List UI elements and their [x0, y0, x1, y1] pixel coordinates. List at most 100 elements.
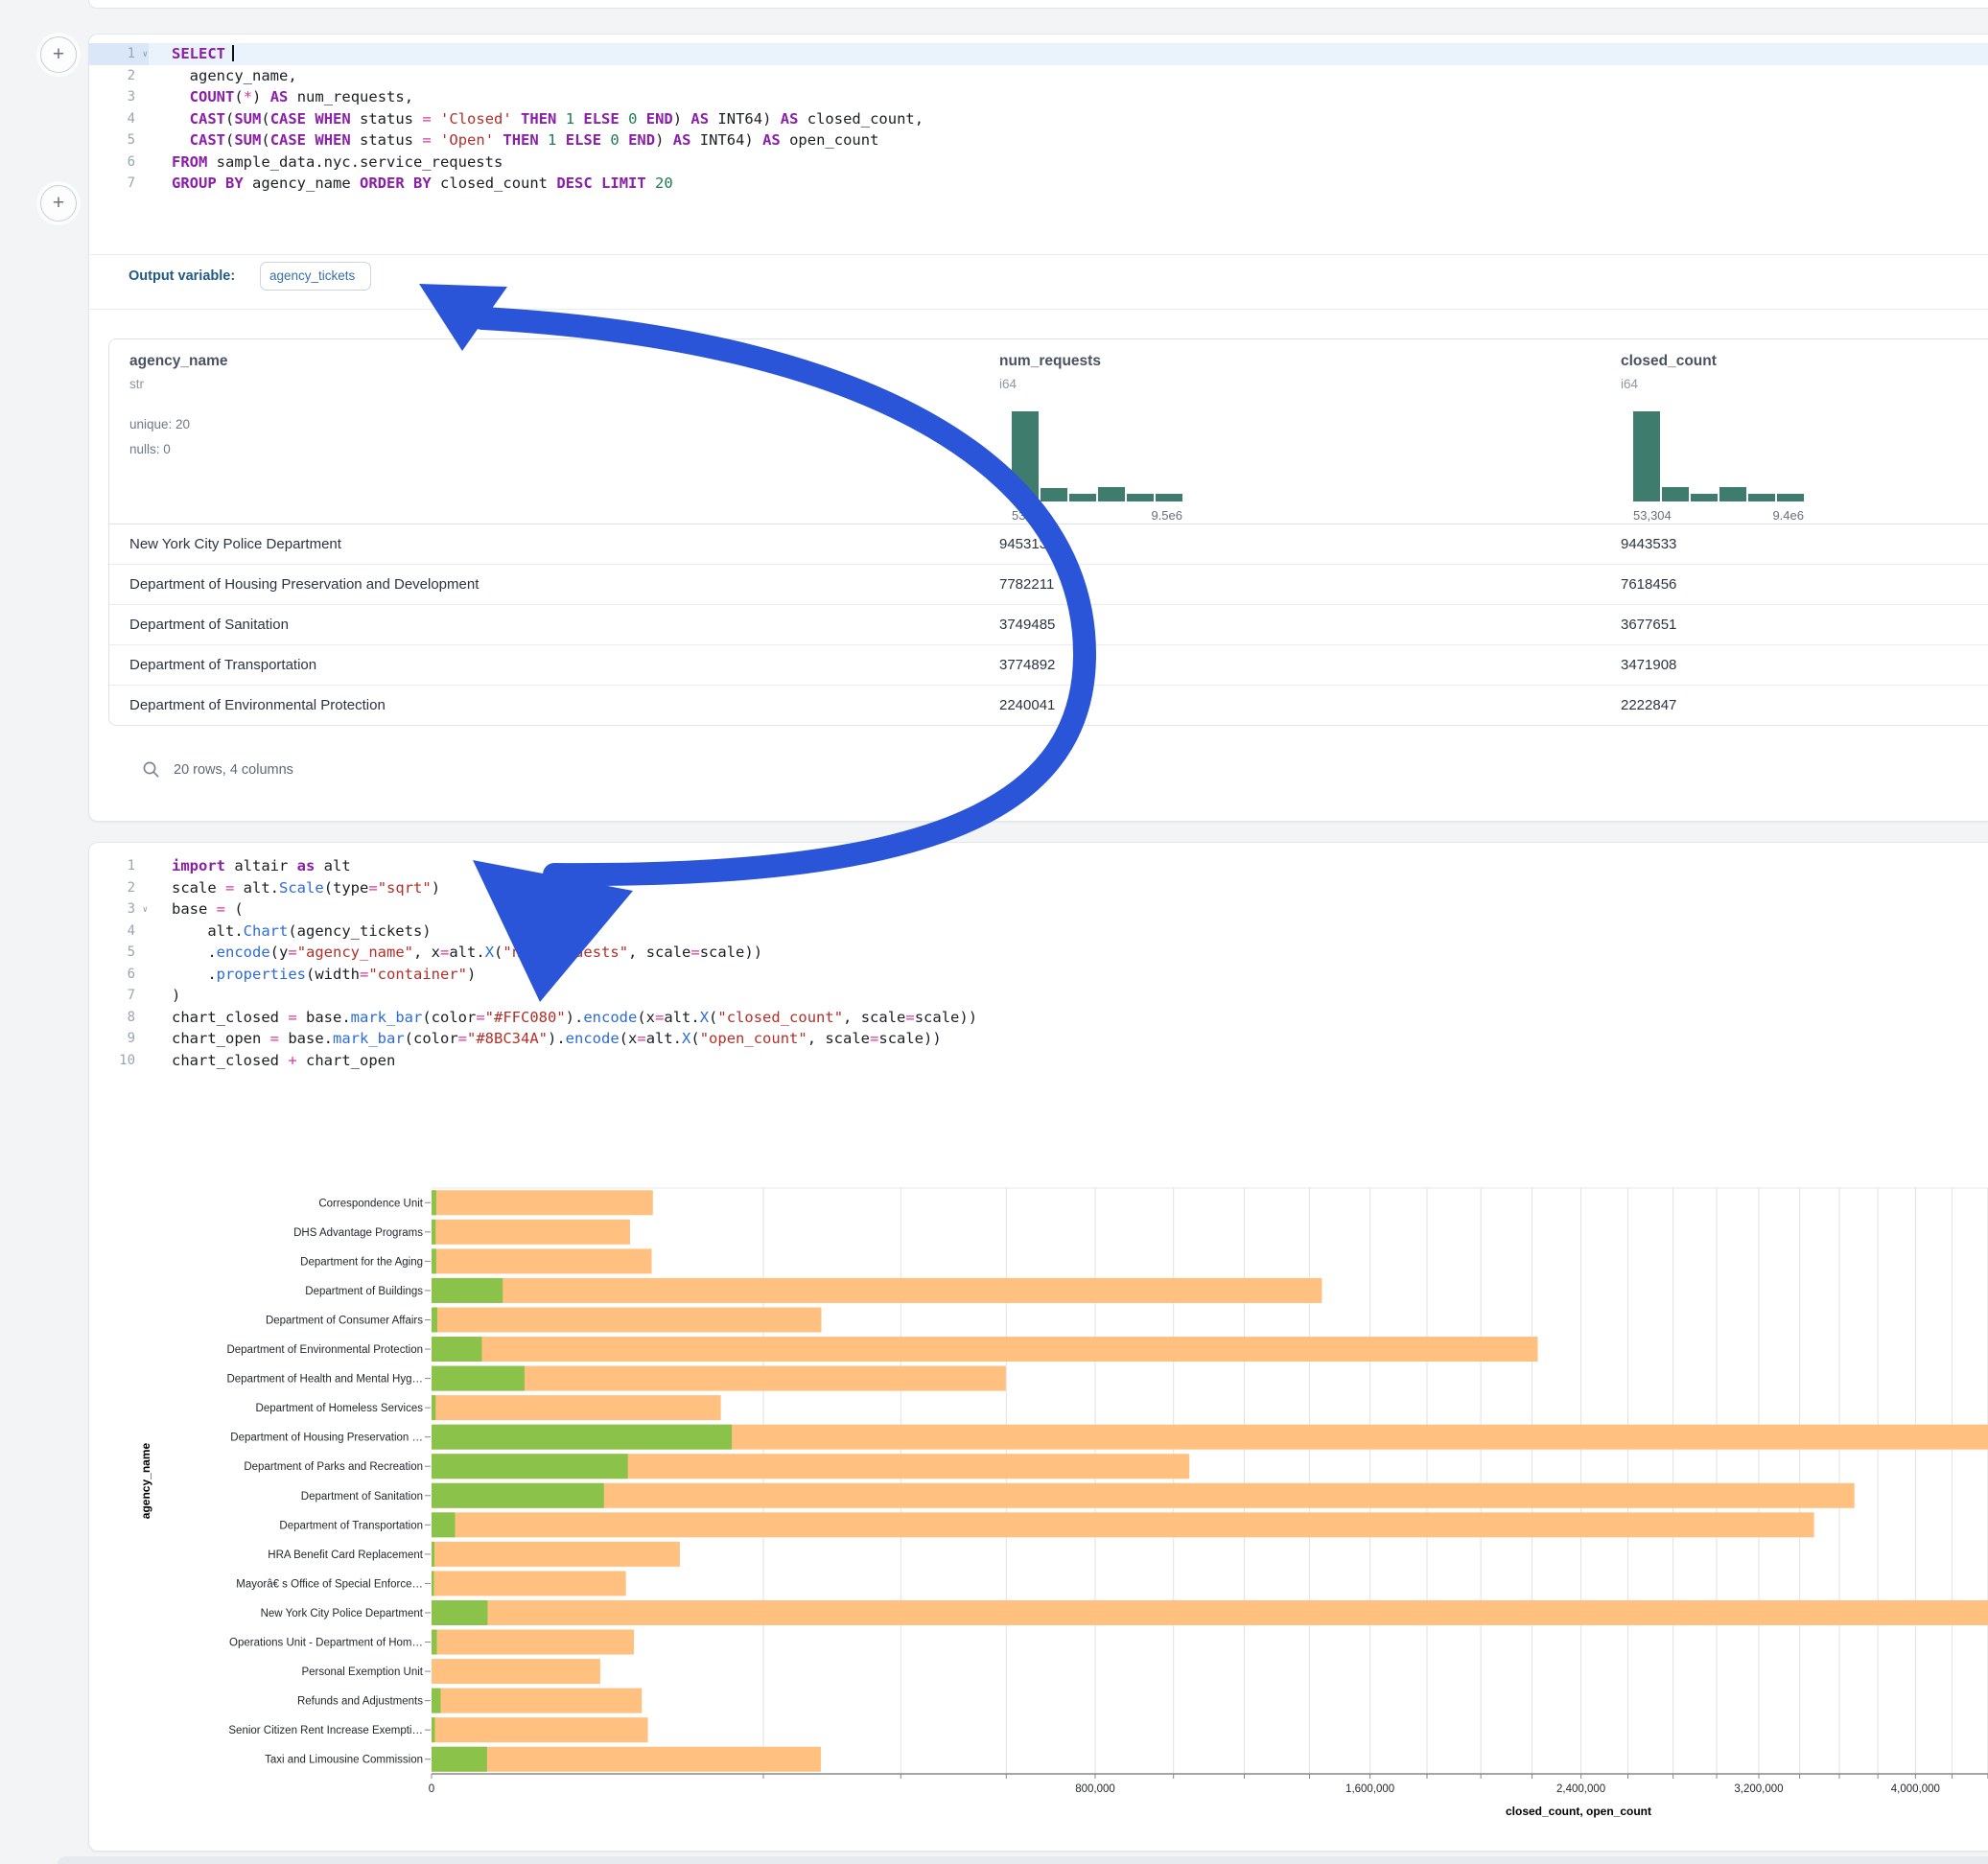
- output-variable-input[interactable]: agency_tickets: [260, 262, 371, 291]
- collapse-chevron-icon[interactable]: ∨: [143, 44, 148, 66]
- bar-closed-5: [432, 1337, 1537, 1362]
- column-type: i64: [999, 377, 1101, 391]
- svg-text:closed_count, open_count: closed_count, open_count: [1506, 1805, 1651, 1818]
- code-text: chart_open = base.mark_bar(color="#8BC34…: [149, 1028, 942, 1050]
- sql-line-6[interactable]: 6FROM sample_data.nyc.service_requests: [89, 151, 1988, 174]
- svg-text:Department of Transportation: Department of Transportation: [279, 1520, 423, 1531]
- code-text: .encode(y="agency_name", x=alt.X("num_re…: [149, 942, 762, 964]
- bar-open-19: [432, 1747, 487, 1772]
- bar-closed-14: [432, 1600, 1988, 1625]
- python-line-1[interactable]: 1import altair as alt: [89, 855, 1988, 877]
- column-header-num_requests[interactable]: num_requestsi64: [999, 353, 1101, 391]
- svg-text:DHS Advantage Programs: DHS Advantage Programs: [293, 1227, 423, 1239]
- table-cell: Department of Environmental Protection: [109, 686, 999, 726]
- table-cell: New York City Police Department: [109, 524, 999, 565]
- line-number: 5: [89, 942, 149, 964]
- bar-closed-10: [432, 1483, 1855, 1508]
- output-variable-label: Output variable:: [129, 268, 235, 284]
- table-row[interactable]: Department of Sanitation37494853677651: [109, 605, 1988, 645]
- python-cell: 1import altair as alt2scale = alt.Scale(…: [88, 842, 1988, 1852]
- bar-closed-0: [432, 1190, 653, 1215]
- output-variable-row: Output variable: agency_tickets: [89, 254, 1988, 310]
- python-line-7[interactable]: 7): [89, 985, 1988, 1007]
- svg-text:agency_name: agency_name: [139, 1442, 152, 1519]
- code-text: CAST(SUM(CASE WHEN status = 'Closed' THE…: [149, 108, 924, 130]
- line-number: 4: [89, 920, 149, 943]
- svg-text:Department of Buildings: Department of Buildings: [305, 1286, 423, 1297]
- table-row[interactable]: Department of Housing Preservation and D…: [109, 565, 1988, 605]
- table-row-count: 20 rows, 4 columns: [174, 762, 293, 778]
- table-cell: 3677651: [1621, 605, 1988, 645]
- python-line-9[interactable]: 9chart_open = base.mark_bar(color="#8BC3…: [89, 1028, 1988, 1050]
- svg-text:HRA Benefit Card Replacement: HRA Benefit Card Replacement: [268, 1549, 424, 1561]
- table-row[interactable]: Department of Transportation377489234719…: [109, 645, 1988, 686]
- column-header-agency_name[interactable]: agency_namestrunique: 20nulls: 0: [129, 353, 228, 462]
- bar-closed-11: [432, 1512, 1814, 1537]
- bar-open-18: [432, 1717, 434, 1742]
- line-number: 1: [89, 855, 149, 877]
- python-line-8[interactable]: 8chart_closed = base.mark_bar(color="#FF…: [89, 1007, 1988, 1029]
- python-line-3[interactable]: 3∨base = (: [89, 898, 1988, 920]
- bar-open-3: [432, 1278, 503, 1303]
- search-icon[interactable]: [142, 760, 160, 779]
- bar-closed-15: [432, 1630, 634, 1655]
- next-cell-top-edge: [58, 1856, 1988, 1864]
- table-cell: 7782211: [999, 565, 1621, 605]
- line-number: 9: [89, 1028, 149, 1050]
- table-cell: 3774892: [999, 645, 1621, 686]
- column-histogram: [1633, 411, 1804, 501]
- table-cell: 3749485: [999, 605, 1621, 645]
- table-header-row: agency_namestrunique: 20nulls: 0 num_requ…: [109, 339, 1988, 524]
- line-number: 3∨: [89, 898, 149, 920]
- table-row[interactable]: Department of Environmental Protection22…: [109, 686, 1988, 726]
- python-line-6[interactable]: 6 .properties(width="container"): [89, 964, 1988, 986]
- column-header-closed_count[interactable]: closed_counti64: [1621, 353, 1717, 391]
- bar-open-7: [432, 1395, 435, 1420]
- svg-text:Department of Homeless Service: Department of Homeless Services: [256, 1403, 424, 1414]
- bar-open-8: [432, 1425, 732, 1450]
- line-number: 10: [89, 1050, 149, 1072]
- python-editor[interactable]: 1import altair as alt2scale = alt.Scale(…: [89, 855, 1988, 1071]
- column-type: i64: [1621, 377, 1717, 391]
- table-cell: 2240041: [999, 686, 1621, 726]
- code-text: base = (: [149, 898, 244, 920]
- sql-line-4[interactable]: 4 CAST(SUM(CASE WHEN status = 'Closed' T…: [89, 108, 1988, 130]
- sql-line-5[interactable]: 5 CAST(SUM(CASE WHEN status = 'Open' THE…: [89, 129, 1988, 151]
- table-row[interactable]: New York City Police Department945313194…: [109, 524, 1988, 565]
- code-text: FROM sample_data.nyc.service_requests: [149, 151, 503, 174]
- code-text: chart_closed = base.mark_bar(color="#FFC…: [149, 1007, 977, 1029]
- sql-line-3[interactable]: 3 COUNT(*) AS num_requests,: [89, 86, 1988, 108]
- code-text: .properties(width="container"): [149, 964, 476, 986]
- bar-open-1: [432, 1220, 435, 1245]
- add-cell-button-output[interactable]: +: [40, 185, 77, 221]
- sql-line-7[interactable]: 7GROUP BY agency_name ORDER BY closed_co…: [89, 173, 1988, 195]
- column-type: str: [129, 377, 228, 391]
- histogram-range-labels: 53,3049.5e6: [1012, 508, 1182, 523]
- svg-text:Correspondence Unit: Correspondence Unit: [318, 1198, 423, 1209]
- collapse-chevron-icon[interactable]: ∨: [143, 899, 148, 921]
- sql-line-2[interactable]: 2 agency_name,: [89, 65, 1988, 87]
- svg-text:Department of Environmental Pr: Department of Environmental Protection: [226, 1344, 423, 1356]
- table-cell: 7618456: [1621, 565, 1988, 605]
- bar-closed-2: [432, 1248, 652, 1273]
- python-line-5[interactable]: 5 .encode(y="agency_name", x=alt.X("num_…: [89, 942, 1988, 964]
- bar-open-11: [432, 1512, 455, 1537]
- python-line-10[interactable]: 10chart_closed + chart_open: [89, 1050, 1988, 1072]
- sql-line-1[interactable]: 1∨SELECT: [89, 43, 1988, 65]
- bar-closed-1: [432, 1220, 630, 1245]
- bar-open-14: [432, 1600, 487, 1625]
- python-line-2[interactable]: 2scale = alt.Scale(type="sqrt"): [89, 877, 1988, 899]
- bar-closed-3: [432, 1278, 1321, 1303]
- bar-closed-18: [432, 1717, 648, 1742]
- column-histogram: [1012, 411, 1182, 501]
- bar-open-0: [432, 1190, 436, 1215]
- code-text: chart_closed + chart_open: [149, 1050, 395, 1072]
- table-cell: Department of Sanitation: [109, 605, 999, 645]
- text-cursor: [232, 45, 234, 61]
- svg-text:Department for the Aging: Department for the Aging: [300, 1256, 423, 1268]
- line-number: 6: [89, 151, 149, 174]
- python-line-4[interactable]: 4 alt.Chart(agency_tickets): [89, 920, 1988, 943]
- table-cell: 9443533: [1621, 524, 1988, 565]
- add-cell-button-top[interactable]: +: [40, 36, 77, 73]
- sql-editor[interactable]: 1∨SELECT2 agency_name,3 COUNT(*) AS num_…: [89, 43, 1988, 195]
